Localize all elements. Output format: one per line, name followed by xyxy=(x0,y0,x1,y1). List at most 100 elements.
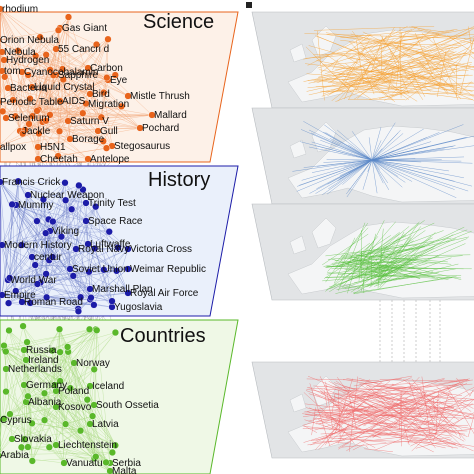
map-edge xyxy=(363,409,391,426)
intra-layer-edge xyxy=(23,384,113,453)
intra-layer-edge xyxy=(9,273,47,279)
map-layer xyxy=(251,361,474,459)
map-edge xyxy=(409,26,450,34)
network-node xyxy=(76,427,85,435)
intra-layer-edge xyxy=(87,243,113,308)
map-edge xyxy=(335,441,349,444)
node-label: Cyprus xyxy=(0,415,32,426)
map-edge xyxy=(397,378,470,391)
network-node xyxy=(85,268,93,276)
intra-layer-edge xyxy=(0,39,109,146)
map-edge xyxy=(303,378,468,413)
intra-layer-edge xyxy=(45,120,141,129)
intra-layer-edge xyxy=(35,55,71,140)
intra-layer-edge xyxy=(38,106,122,134)
intra-layer-edge xyxy=(59,39,109,132)
map-edge xyxy=(308,52,468,84)
network-node xyxy=(26,299,34,307)
map-landmass xyxy=(289,393,307,413)
network-node xyxy=(23,338,31,346)
map-edge xyxy=(399,390,402,431)
node-label: Marshall Plan xyxy=(92,284,153,295)
intra-layer-edge xyxy=(8,330,95,406)
node-label: Luftwaffe xyxy=(90,239,131,250)
network-node xyxy=(49,253,57,261)
intra-layer-edge xyxy=(3,59,14,101)
map-edge xyxy=(343,159,373,168)
map-edge xyxy=(373,431,428,441)
intra-layer-edge xyxy=(116,270,129,294)
intra-layer-edge xyxy=(95,206,113,302)
intra-layer-edge xyxy=(0,181,65,184)
map-edge xyxy=(359,254,462,280)
intra-layer-edge xyxy=(57,39,109,157)
network-node xyxy=(24,191,32,199)
intra-layer-edge xyxy=(55,406,97,457)
map-edge xyxy=(358,401,424,426)
map-edge xyxy=(308,146,373,161)
network-node xyxy=(105,228,113,236)
map-edge xyxy=(397,51,467,91)
intra-layer-edge xyxy=(25,401,65,464)
map-edge xyxy=(469,389,474,397)
network-node xyxy=(24,392,32,400)
map-edge xyxy=(371,140,382,161)
map-edge xyxy=(448,63,456,75)
intra-layer-edge xyxy=(44,393,116,446)
map-edge xyxy=(324,390,328,407)
map-edge xyxy=(314,393,434,453)
map-edge xyxy=(369,238,456,280)
intra-layer-edge xyxy=(0,181,3,246)
intra-layer-edge xyxy=(48,182,66,261)
intra-layer-edge xyxy=(1,244,17,292)
intra-layer-edge xyxy=(89,248,129,290)
map-edge xyxy=(313,80,319,83)
network-node xyxy=(28,253,36,261)
intra-layer-edge xyxy=(0,8,141,129)
node-label: Albania xyxy=(28,397,62,408)
intra-layer-edge xyxy=(8,330,27,361)
map-edge xyxy=(311,141,373,161)
map-edge xyxy=(371,159,413,182)
intra-layer-edge xyxy=(54,384,107,463)
node-label: Bacteria xyxy=(10,83,47,94)
network-node xyxy=(102,458,110,466)
map-edge xyxy=(346,159,373,198)
map-edge xyxy=(349,26,408,58)
node-label: Gull xyxy=(100,126,118,137)
intra-layer-edge xyxy=(37,147,107,160)
map-edge xyxy=(346,382,460,452)
map-edge xyxy=(337,129,373,161)
node-label: Periodic Table xyxy=(0,97,63,108)
intra-layer-edge xyxy=(7,248,95,281)
node-label: Nuclear Weapon xyxy=(30,190,104,201)
map-edge xyxy=(356,223,419,278)
map-edge xyxy=(329,257,401,289)
intra-layer-edge xyxy=(52,221,79,309)
intra-layer-edge xyxy=(103,92,113,147)
node-label: Poland xyxy=(58,386,89,397)
science-layer-title: Science xyxy=(143,11,214,33)
map-edge xyxy=(418,73,448,92)
network-node xyxy=(0,37,2,43)
intra-layer-edge xyxy=(27,396,111,464)
intra-layer-edge xyxy=(45,44,97,121)
network-node xyxy=(99,137,107,145)
map-edge xyxy=(328,44,405,83)
network-node xyxy=(0,107,7,115)
map-landmass xyxy=(311,217,337,249)
map-edge xyxy=(383,74,448,101)
intra-layer-edge xyxy=(109,231,129,250)
network-node xyxy=(2,114,10,122)
network-node xyxy=(66,135,74,143)
map-edge xyxy=(335,77,396,102)
network-node xyxy=(86,90,94,98)
map-edge xyxy=(436,386,472,412)
intra-layer-edge xyxy=(49,79,109,116)
intra-layer-edge xyxy=(9,204,13,278)
map-edge xyxy=(320,427,436,435)
network-node xyxy=(5,326,13,335)
node-label: World War xyxy=(10,275,57,286)
network-node xyxy=(85,325,94,333)
intra-layer-edge xyxy=(0,103,30,125)
